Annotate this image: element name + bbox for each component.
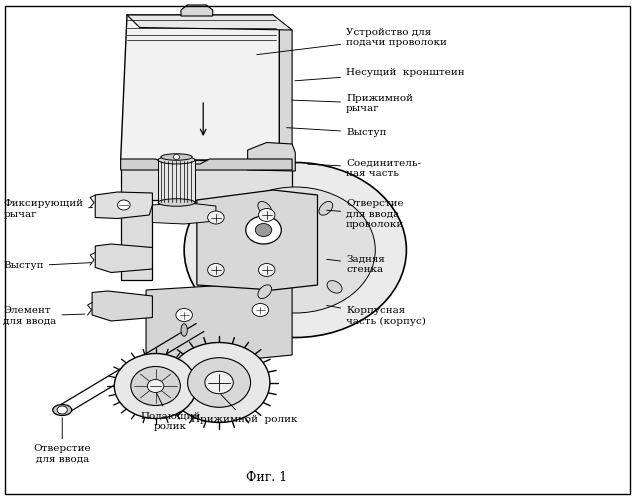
- Text: Прижимной
рычаг: Прижимной рычаг: [291, 94, 413, 113]
- Ellipse shape: [319, 202, 333, 215]
- Circle shape: [176, 308, 192, 322]
- Polygon shape: [197, 190, 318, 290]
- Polygon shape: [92, 291, 152, 321]
- Ellipse shape: [158, 156, 195, 164]
- Text: Устройство для
подачи проволоки: Устройство для подачи проволоки: [257, 28, 447, 54]
- Text: Прижимной  ролик: Прижимной ролик: [191, 394, 298, 424]
- Ellipse shape: [258, 285, 272, 298]
- Circle shape: [215, 187, 375, 313]
- Polygon shape: [279, 22, 292, 168]
- Polygon shape: [95, 192, 152, 218]
- Circle shape: [147, 380, 164, 392]
- Ellipse shape: [327, 280, 342, 293]
- Text: Отверстие
для ввода: Отверстие для ввода: [34, 418, 91, 464]
- Circle shape: [173, 154, 180, 160]
- Text: Выступ: Выступ: [3, 262, 91, 270]
- Polygon shape: [127, 15, 292, 30]
- Ellipse shape: [158, 198, 195, 206]
- Polygon shape: [229, 190, 318, 280]
- Text: Подающий
ролик: Подающий ролик: [140, 394, 200, 430]
- Polygon shape: [248, 142, 295, 171]
- Circle shape: [208, 264, 224, 276]
- Text: Соединитель-
ная часть: Соединитель- ная часть: [307, 158, 421, 178]
- Polygon shape: [95, 244, 152, 272]
- Circle shape: [168, 342, 270, 422]
- Polygon shape: [158, 160, 195, 202]
- Circle shape: [117, 200, 130, 210]
- Text: Фиг. 1: Фиг. 1: [246, 471, 287, 484]
- Circle shape: [187, 358, 251, 408]
- Circle shape: [258, 264, 275, 276]
- Circle shape: [252, 304, 269, 316]
- Circle shape: [255, 224, 272, 236]
- Polygon shape: [152, 202, 216, 224]
- Circle shape: [205, 372, 233, 394]
- Ellipse shape: [258, 202, 272, 215]
- Polygon shape: [121, 160, 292, 200]
- Polygon shape: [121, 200, 152, 280]
- Circle shape: [131, 366, 180, 406]
- Polygon shape: [121, 159, 292, 170]
- Circle shape: [184, 162, 406, 338]
- Text: Несущий  кронштеин: Несущий кронштеин: [295, 68, 465, 81]
- Polygon shape: [181, 5, 213, 16]
- Ellipse shape: [53, 404, 72, 415]
- Ellipse shape: [161, 154, 192, 160]
- Text: Выступ: Выступ: [286, 128, 387, 137]
- Text: Корпусная
часть (корпус): Корпусная часть (корпус): [326, 306, 426, 326]
- Circle shape: [258, 208, 275, 222]
- Polygon shape: [121, 15, 279, 160]
- Text: Задняя
стенка: Задняя стенка: [326, 254, 385, 274]
- Text: Отверстие
для ввода
проволоки: Отверстие для ввода проволоки: [326, 199, 404, 229]
- Circle shape: [208, 211, 224, 224]
- Circle shape: [114, 354, 197, 418]
- Circle shape: [246, 216, 281, 244]
- Text: Фиксирующий
рычаг: Фиксирующий рычаг: [3, 200, 93, 218]
- Text: Элемент
для ввода: Элемент для ввода: [3, 306, 85, 326]
- Ellipse shape: [181, 324, 187, 336]
- Circle shape: [57, 406, 67, 414]
- Polygon shape: [146, 280, 292, 360]
